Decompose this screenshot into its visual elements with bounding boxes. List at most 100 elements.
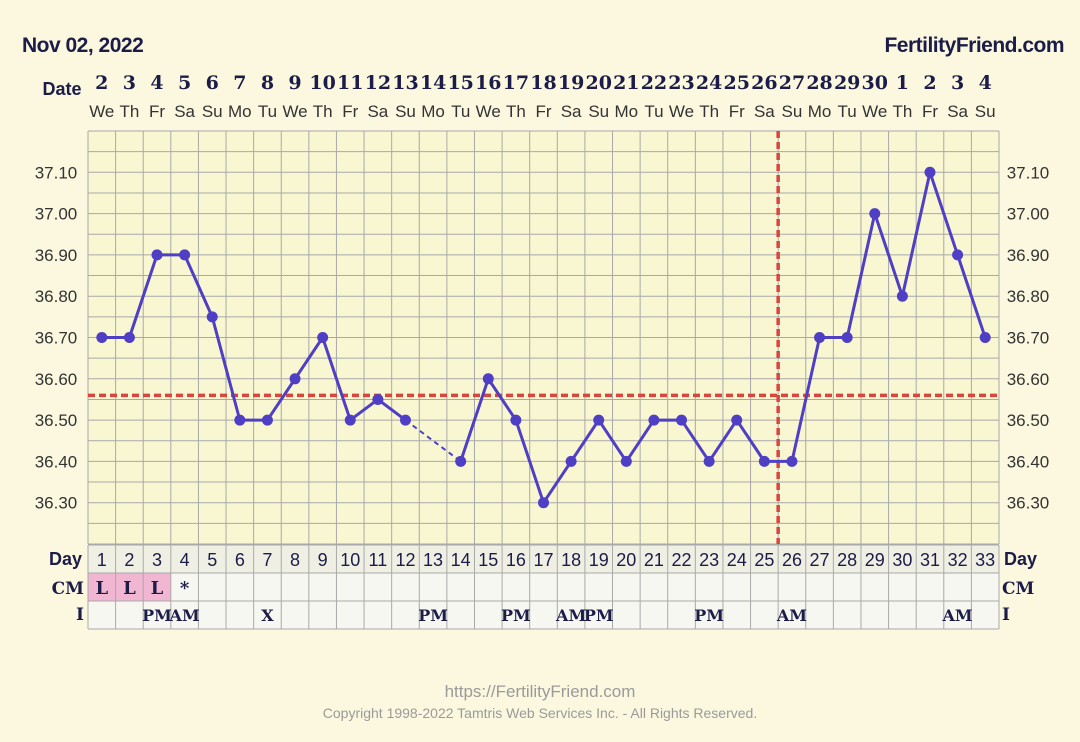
date-label: 13 xyxy=(392,72,418,94)
date-label: 12 xyxy=(365,72,391,94)
cycle-day-label: 15 xyxy=(478,550,498,570)
y-tick-label-left: 36.60 xyxy=(35,370,78,389)
date-label: 2 xyxy=(923,72,936,94)
day-row-label-right: Day xyxy=(1004,549,1037,569)
temperature-point xyxy=(455,455,467,467)
intercourse-mark: PM xyxy=(694,606,724,625)
cycle-day-label: 7 xyxy=(262,550,272,570)
cm-cell-fill xyxy=(115,573,144,601)
weekday-label: Sa xyxy=(367,102,388,121)
weekday-label: Th xyxy=(506,102,526,121)
temperature-line-segment xyxy=(376,397,407,422)
date-label: 8 xyxy=(261,72,274,94)
temperature-line-segment xyxy=(210,315,242,422)
temperature-line-segment xyxy=(928,170,960,257)
y-tick-label-right: 36.70 xyxy=(1007,329,1050,348)
cycle-day-label: 29 xyxy=(865,550,885,570)
temperature-point xyxy=(703,455,715,467)
cycle-day-label: 6 xyxy=(235,550,245,570)
intercourse-mark: AM xyxy=(776,606,807,625)
cycle-day-label: 13 xyxy=(423,550,443,570)
date-label: 3 xyxy=(951,72,964,94)
date-label: 1 xyxy=(896,72,909,94)
date-label: 16 xyxy=(475,72,501,94)
cycle-day-label: 23 xyxy=(699,550,719,570)
weekday-label: Fr xyxy=(922,102,938,121)
footer-url[interactable]: https://FertilityFriend.com xyxy=(444,682,636,701)
intercourse-mark: X xyxy=(261,606,274,625)
date-label: 15 xyxy=(447,72,473,94)
weekday-label: Su xyxy=(395,102,416,121)
temperature-point xyxy=(869,208,881,220)
intercourse-row-label-left: I xyxy=(76,605,84,625)
y-tick-label-left: 36.30 xyxy=(35,494,78,513)
intercourse-mark: PM xyxy=(501,606,531,625)
y-tick-label-right: 36.50 xyxy=(1007,411,1050,430)
date-label: 17 xyxy=(503,72,529,94)
temperature-point xyxy=(786,455,798,467)
temperature-point xyxy=(234,414,246,426)
y-tick-label-right: 36.80 xyxy=(1007,287,1050,306)
temperature-point xyxy=(593,414,605,426)
temperature-line-segment xyxy=(265,377,297,422)
date-label: 11 xyxy=(337,72,363,94)
date-label: 20 xyxy=(585,72,611,94)
weekday-label: Sa xyxy=(561,102,582,121)
weekday-label: Th xyxy=(699,102,719,121)
site-name[interactable]: FertilityFriend.com xyxy=(884,34,1064,57)
cycle-day-label: 5 xyxy=(207,550,217,570)
y-tick-label-right: 37.00 xyxy=(1007,205,1050,224)
temperature-point xyxy=(482,373,494,385)
date-label: 28 xyxy=(806,72,832,94)
cycle-day-label: 19 xyxy=(589,550,609,570)
date-row-label: Date xyxy=(42,79,81,99)
y-tick-label-right: 36.60 xyxy=(1007,370,1050,389)
cycle-day-label: 22 xyxy=(672,550,692,570)
temperature-line-segment xyxy=(486,377,518,422)
temperature-point xyxy=(399,414,411,426)
y-tick-label-left: 37.00 xyxy=(35,205,78,224)
temperature-point xyxy=(538,497,549,509)
temperature-line-segment xyxy=(321,336,352,422)
weekday-label: Sa xyxy=(754,102,775,121)
temperature-point xyxy=(372,393,384,405)
temperature-point xyxy=(896,290,908,302)
date-label: 14 xyxy=(420,72,446,94)
cycle-day-label: 26 xyxy=(782,550,802,570)
weekday-label: Th xyxy=(119,102,139,121)
y-tick-label-left: 36.90 xyxy=(35,246,78,265)
weekday-label: Su xyxy=(588,102,609,121)
y-tick-label-left: 36.80 xyxy=(35,287,78,306)
temperature-line-segment xyxy=(542,459,573,505)
weekday-label: Sa xyxy=(174,102,195,121)
temperature-line-segment xyxy=(735,418,766,463)
weekday-label: Tu xyxy=(644,102,663,121)
weekday-label: Su xyxy=(975,102,996,121)
y-tick-label-right: 36.40 xyxy=(1007,452,1050,471)
cm-value: L xyxy=(151,578,164,599)
day-row-label-left: Day xyxy=(49,549,82,569)
date-label: 19 xyxy=(558,72,584,94)
weekday-label: We xyxy=(669,102,694,121)
temperature-line-segment xyxy=(790,336,822,463)
cycle-day-label: 14 xyxy=(451,550,471,570)
temperature-point xyxy=(96,332,108,343)
temperature-line-segment xyxy=(293,336,325,381)
weekday-label: We xyxy=(862,102,887,121)
temperature-line-dashed xyxy=(404,419,462,463)
temperature-line-segment xyxy=(845,212,877,339)
cycle-day-label: 4 xyxy=(180,550,190,570)
date-label: 3 xyxy=(123,72,136,94)
weekday-label: Tu xyxy=(838,102,857,121)
date-label: 9 xyxy=(288,72,301,94)
temperature-line-segment xyxy=(900,170,932,298)
intercourse-mark: AM xyxy=(169,606,200,625)
date-label: 4 xyxy=(150,72,163,94)
intercourse-mark: PM xyxy=(142,606,172,625)
date-label: 29 xyxy=(834,72,860,94)
cycle-day-label: 32 xyxy=(948,550,968,570)
cycle-day-label: 12 xyxy=(395,550,415,570)
temperature-point xyxy=(979,332,991,343)
intercourse-mark: PM xyxy=(418,606,448,625)
